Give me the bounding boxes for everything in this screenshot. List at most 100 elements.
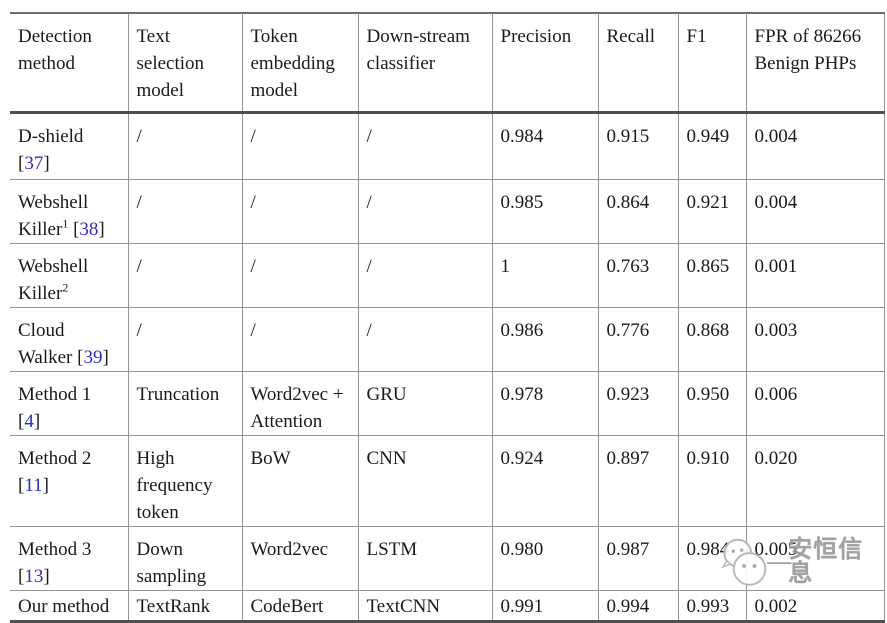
- results-table: Detection method Text selection model To…: [10, 12, 885, 623]
- table-row: Method 1 [4] Truncation Word2vec + Attenti…: [10, 371, 885, 436]
- fpr-cell: 0.001: [746, 243, 885, 308]
- text-selection-cell: Down sampling: [128, 526, 243, 591]
- method-cell: D-shield [37]: [10, 112, 129, 180]
- method-cell: Webshell Killer1 [38]: [10, 179, 129, 244]
- precision-cell: 0.924: [492, 435, 599, 527]
- classifier-cell: CNN: [358, 435, 493, 527]
- f1-cell: 0.993: [678, 590, 747, 622]
- text-selection-cell: TextRank: [128, 590, 243, 622]
- token-embedding-cell: BoW: [242, 435, 359, 527]
- method-cell: Method 3 [13]: [10, 526, 129, 591]
- citation-link[interactable]: 39: [83, 347, 103, 368]
- f1-cell: 0.865: [678, 243, 747, 308]
- classifier-cell: /: [358, 179, 493, 244]
- method-cell: Webshell Killer2: [10, 243, 129, 308]
- column-header-f1: F1: [678, 13, 747, 114]
- method-name: Webshell Killer: [18, 192, 89, 240]
- text-selection-cell: /: [128, 112, 243, 180]
- column-header-text-selection-model: Text selection model: [128, 13, 243, 114]
- fpr-cell: 0.006: [746, 371, 885, 436]
- recall-cell: 0.897: [598, 435, 679, 527]
- precision-cell: 1: [492, 243, 599, 308]
- recall-cell: 0.864: [598, 179, 679, 244]
- table-row: Our method TextRank CodeBert TextCNN 0.991 0.…: [10, 590, 885, 622]
- table-row: Cloud Walker [39] / //0.986 0.776 0.868 0.003: [10, 307, 885, 372]
- classifier-cell: /: [358, 243, 493, 308]
- fpr-cell: 0.005: [746, 526, 885, 591]
- method-superscript: 2: [62, 280, 69, 295]
- method-cell: Cloud Walker [39]: [10, 307, 129, 372]
- table-row: Webshell Killer2///1 0.763 0.865 0.001: [10, 243, 885, 308]
- citation-link[interactable]: 37: [24, 153, 44, 174]
- method-name: Cloud Walker: [18, 320, 73, 368]
- recall-cell: 0.776: [598, 307, 679, 372]
- classifier-cell: /: [358, 307, 493, 372]
- citation-link[interactable]: 13: [24, 566, 44, 587]
- results-table-container: Detection method Text selection model To…: [10, 12, 885, 623]
- f1-cell: 0.868: [678, 307, 747, 372]
- column-header-fpr: FPR of 86266 Benign PHPs: [746, 13, 885, 114]
- precision-cell: 0.984: [492, 112, 599, 180]
- classifier-cell: LSTM: [358, 526, 493, 591]
- method-name: Method 1: [18, 384, 92, 405]
- classifier-cell: GRU: [358, 371, 493, 436]
- precision-cell: 0.991: [492, 590, 599, 622]
- citation-link[interactable]: 11: [24, 475, 43, 496]
- method-name: Webshell Killer: [18, 256, 89, 304]
- column-header-downstream-classifier: Down-stream classifier: [358, 13, 493, 114]
- table-row: D-shield [37] / //0.984 0.915 0.949 0.004: [10, 112, 885, 180]
- method-name: D-shield: [18, 126, 84, 147]
- token-embedding-cell: /: [242, 307, 359, 372]
- table-row: Method 3 [13] Down sampling Word2vec LSTM 0.…: [10, 526, 885, 591]
- precision-cell: 0.985: [492, 179, 599, 244]
- f1-cell: 0.950: [678, 371, 747, 436]
- text-selection-cell: Truncation: [128, 371, 243, 436]
- token-embedding-cell: /: [242, 112, 359, 180]
- method-name: Method 2: [18, 448, 92, 469]
- fpr-cell: 0.004: [746, 112, 885, 180]
- citation-link[interactable]: 38: [79, 219, 99, 240]
- table-header-row: Detection method Text selection model To…: [10, 13, 885, 114]
- fpr-cell: 0.004: [746, 179, 885, 244]
- recall-cell: 0.915: [598, 112, 679, 180]
- column-header-token-embedding-model: Token embedding model: [242, 13, 359, 114]
- token-embedding-cell: Word2vec: [242, 526, 359, 591]
- method-superscript: 1: [62, 216, 69, 231]
- f1-cell: 0.949: [678, 112, 747, 180]
- method-cell: Our method: [10, 590, 129, 622]
- f1-cell: 0.921: [678, 179, 747, 244]
- recall-cell: 0.987: [598, 526, 679, 591]
- recall-cell: 0.994: [598, 590, 679, 622]
- recall-cell: 0.923: [598, 371, 679, 436]
- token-embedding-cell: /: [242, 179, 359, 244]
- method-name: Method 3: [18, 539, 92, 560]
- f1-cell: 0.910: [678, 435, 747, 527]
- token-embedding-cell: Word2vec + Attention: [242, 371, 359, 436]
- f1-cell: 0.984: [678, 526, 747, 591]
- text-selection-cell: /: [128, 179, 243, 244]
- text-selection-cell: /: [128, 307, 243, 372]
- method-cell: Method 2 [11]: [10, 435, 129, 527]
- table-row: Webshell Killer1 [38] / //0.985 0.864 0.921 0…: [10, 179, 885, 244]
- method-cell: Method 1 [4]: [10, 371, 129, 436]
- column-header-detection-method: Detection method: [10, 13, 129, 114]
- recall-cell: 0.763: [598, 243, 679, 308]
- precision-cell: 0.978: [492, 371, 599, 436]
- fpr-cell: 0.002: [746, 590, 885, 622]
- classifier-cell: TextCNN: [358, 590, 493, 622]
- fpr-cell: 0.020: [746, 435, 885, 527]
- column-header-precision: Precision: [492, 13, 599, 114]
- classifier-cell: /: [358, 112, 493, 180]
- column-header-recall: Recall: [598, 13, 679, 114]
- precision-cell: 0.986: [492, 307, 599, 372]
- method-name: Our method: [18, 596, 110, 617]
- citation-link[interactable]: 4: [24, 411, 34, 432]
- token-embedding-cell: CodeBert: [242, 590, 359, 622]
- text-selection-cell: High frequency token: [128, 435, 243, 527]
- precision-cell: 0.980: [492, 526, 599, 591]
- token-embedding-cell: /: [242, 243, 359, 308]
- table-row: Method 2 [11] High frequency token BoW CNN 0…: [10, 435, 885, 527]
- results-table-body: D-shield [37] / //0.984 0.915 0.949 0.004 Webs…: [10, 112, 885, 622]
- fpr-cell: 0.003: [746, 307, 885, 372]
- text-selection-cell: /: [128, 243, 243, 308]
